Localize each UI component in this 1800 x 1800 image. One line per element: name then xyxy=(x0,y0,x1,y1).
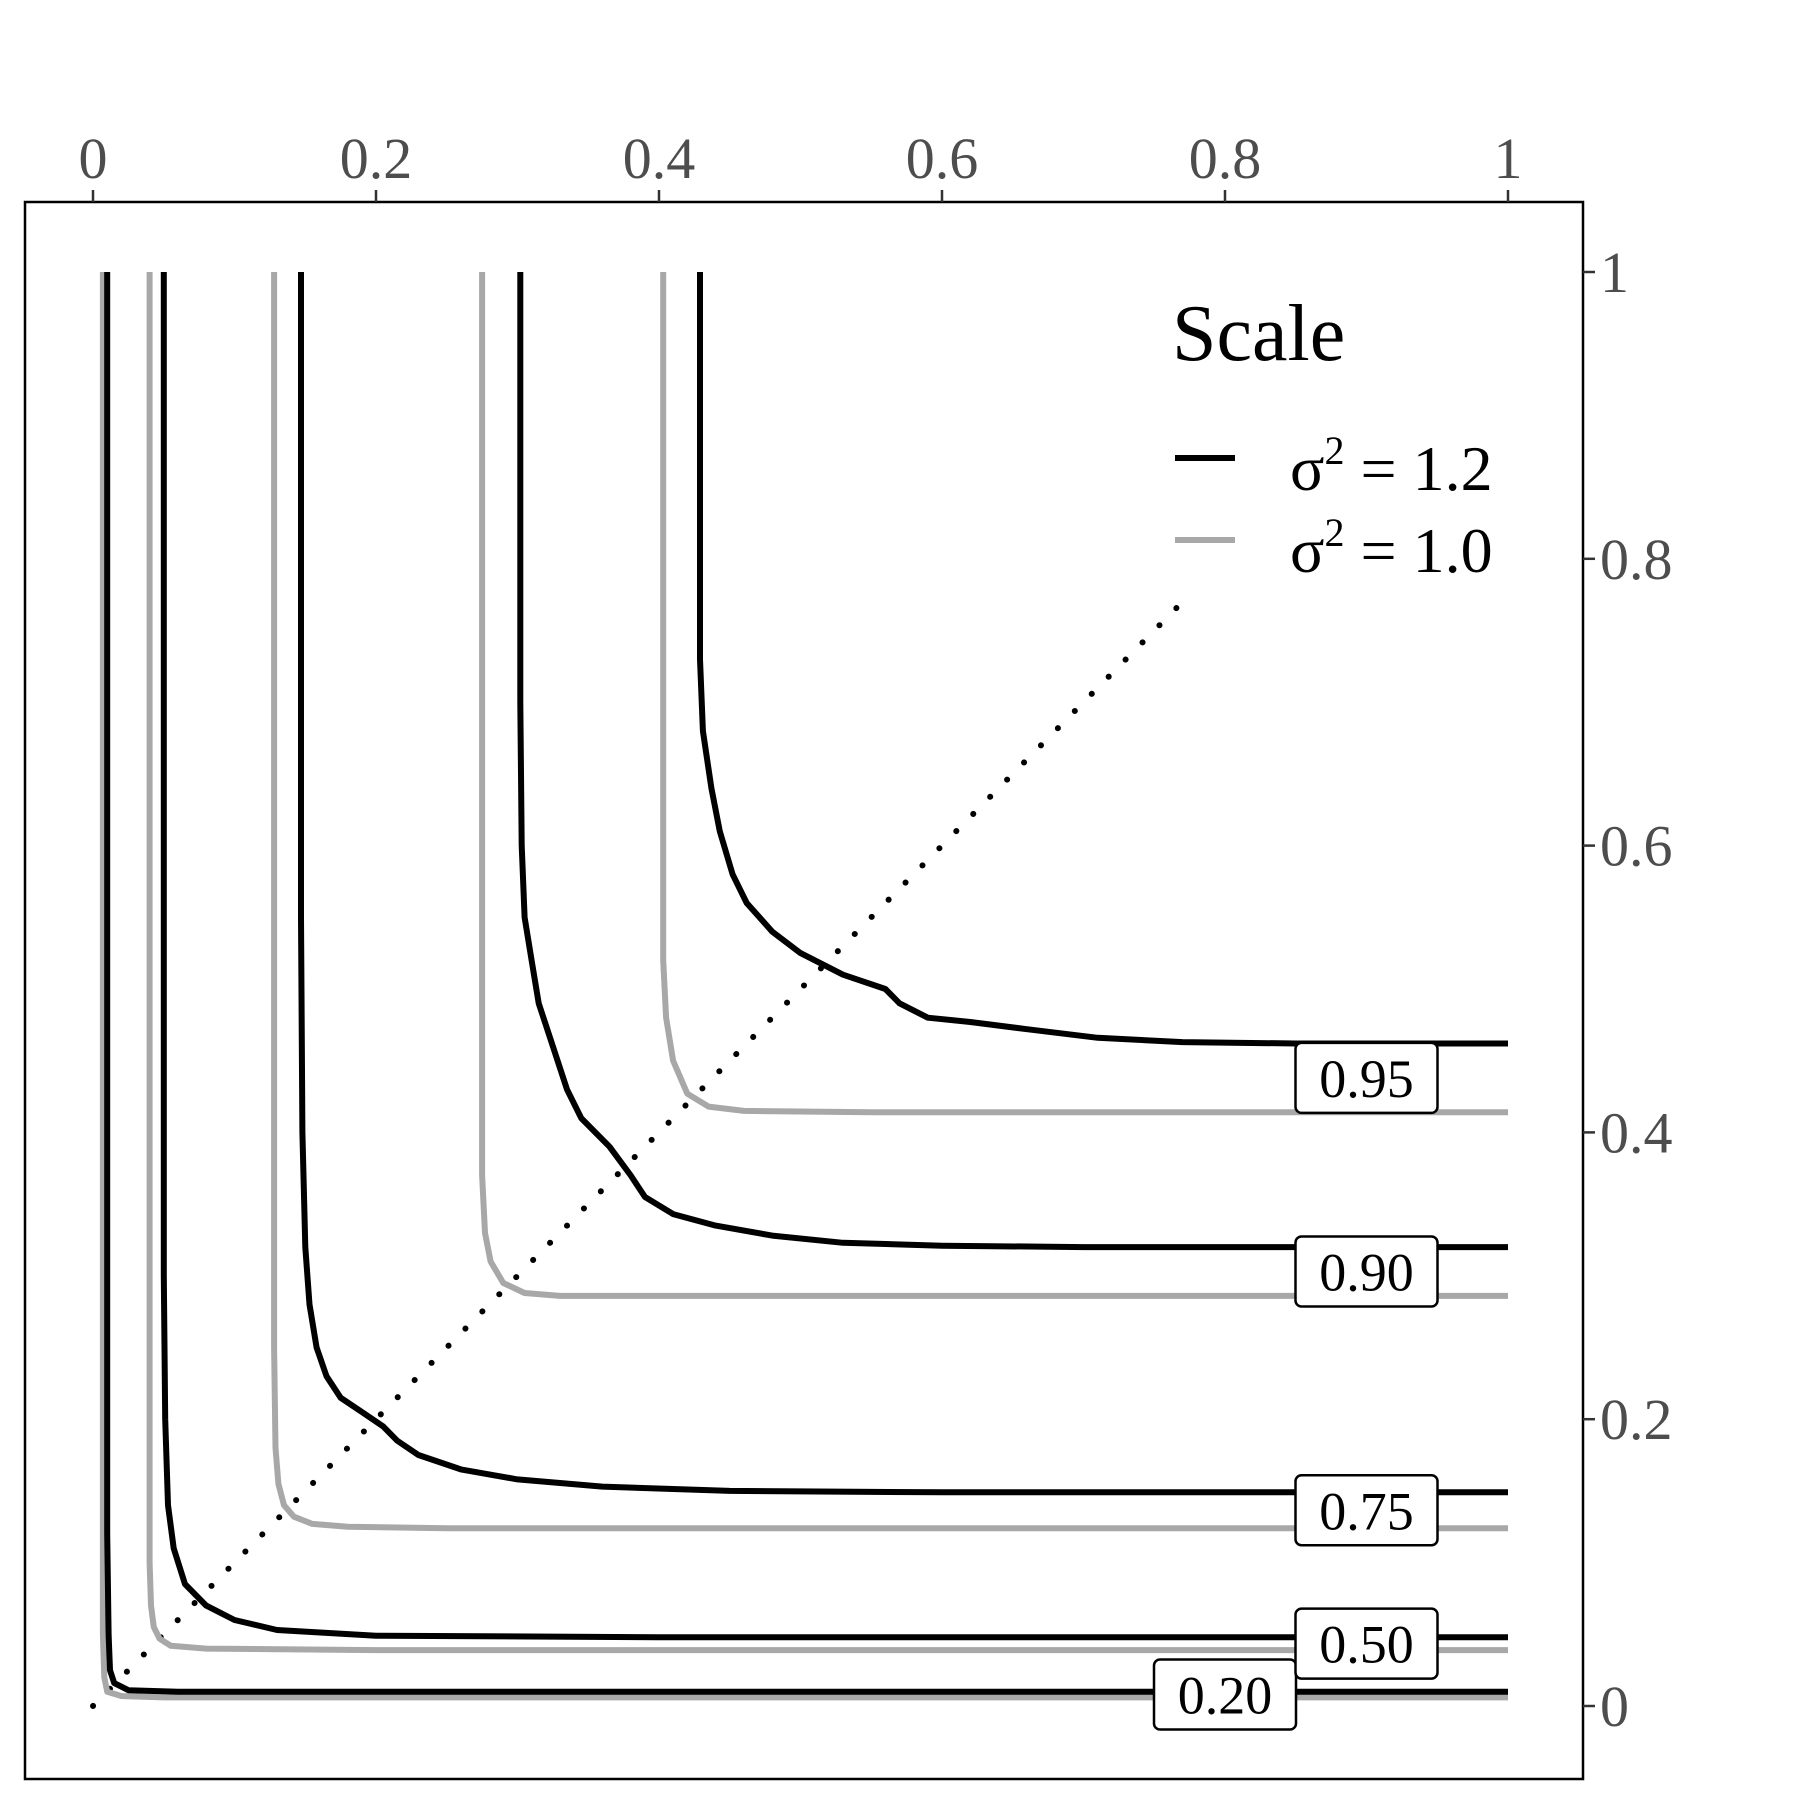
y-tick-label: 1 xyxy=(1600,240,1629,305)
x-tick-label: 0.4 xyxy=(623,126,696,191)
contour-label-box xyxy=(1152,1658,1298,1731)
contour-label-box xyxy=(1294,1474,1439,1547)
contour-label-box xyxy=(1294,1041,1439,1115)
contour-line-sigma2_1-0-level-0-20 xyxy=(99,272,1508,1701)
x-axis: 0 0.2 0.4 0.6 0.8 1 xyxy=(79,126,1523,202)
x-tick-label: 0.6 xyxy=(906,126,979,191)
contour-line-sigma2_1-0-level-0-95 xyxy=(660,272,1508,1116)
contour-line-sigma2_1-0-level-0-90 xyxy=(479,272,1508,1299)
contour-label-0-95: 0.95 xyxy=(1294,1041,1439,1115)
y-tick-label: 0.2 xyxy=(1600,1387,1673,1452)
legend-value: = 1.0 xyxy=(1345,515,1493,586)
x-tick-label: 0 xyxy=(79,126,108,191)
contour-line-sigma2_1-2-level-0-95 xyxy=(697,272,1508,1047)
y-tick-label: 0.4 xyxy=(1600,1100,1673,1165)
legend-value: = 1.2 xyxy=(1345,433,1493,504)
contour-label-0-20: 0.20 xyxy=(1152,1658,1298,1731)
contour-label-text: 0.20 xyxy=(1178,1666,1273,1726)
x-tick-label: 0.8 xyxy=(1189,126,1262,191)
y-tick-label: 0.6 xyxy=(1600,814,1673,879)
y-axis: 0 0.2 0.4 0.6 0.8 1 xyxy=(1583,240,1673,1739)
contour-label-box xyxy=(1294,1235,1439,1308)
contour-label-text: 0.50 xyxy=(1319,1615,1414,1675)
contour-label-text: 0.95 xyxy=(1319,1049,1414,1109)
legend-label-sigma2-1-2: σ2 = 1.2 xyxy=(1290,428,1493,504)
contour-series xyxy=(99,272,1508,1701)
contour-label-text: 0.90 xyxy=(1319,1242,1414,1302)
contour-label-0-75: 0.75 xyxy=(1294,1474,1439,1547)
legend-symbol: σ xyxy=(1290,515,1325,586)
contour-line-sigma2_1-0-level-0-50 xyxy=(146,272,1508,1654)
legend-symbol: σ xyxy=(1290,433,1325,504)
legend: Scale σ2 = 1.2 σ2 = 1.0 xyxy=(1172,290,1493,586)
legend-superscript: 2 xyxy=(1325,428,1345,473)
x-tick-label: 0.2 xyxy=(340,126,413,191)
contour-labels: 0.20 0.50 0.75 0.90 0.95 xyxy=(1152,1041,1439,1731)
legend-label-sigma2-1-0: σ2 = 1.0 xyxy=(1290,510,1493,586)
x-tick-label: 1 xyxy=(1494,126,1523,191)
contour-line-sigma2_1-0-level-0-75 xyxy=(271,272,1508,1532)
contour-line-sigma2_1-2-level-0-20 xyxy=(104,272,1508,1695)
legend-superscript: 2 xyxy=(1325,510,1345,555)
contour-label-box xyxy=(1294,1607,1439,1680)
contour-label-text: 0.75 xyxy=(1319,1481,1414,1541)
contour-label-0-90: 0.90 xyxy=(1294,1235,1439,1308)
legend-title: Scale xyxy=(1172,290,1345,378)
contour-line-sigma2_1-2-level-0-50 xyxy=(160,272,1508,1641)
contour-line-sigma2_1-2-level-0-90 xyxy=(517,272,1508,1251)
y-tick-label: 0 xyxy=(1600,1674,1629,1739)
contour-label-0-50: 0.50 xyxy=(1294,1607,1439,1680)
y-tick-label: 0.8 xyxy=(1600,527,1673,592)
contour-line-sigma2_1-2-level-0-75 xyxy=(298,272,1508,1496)
